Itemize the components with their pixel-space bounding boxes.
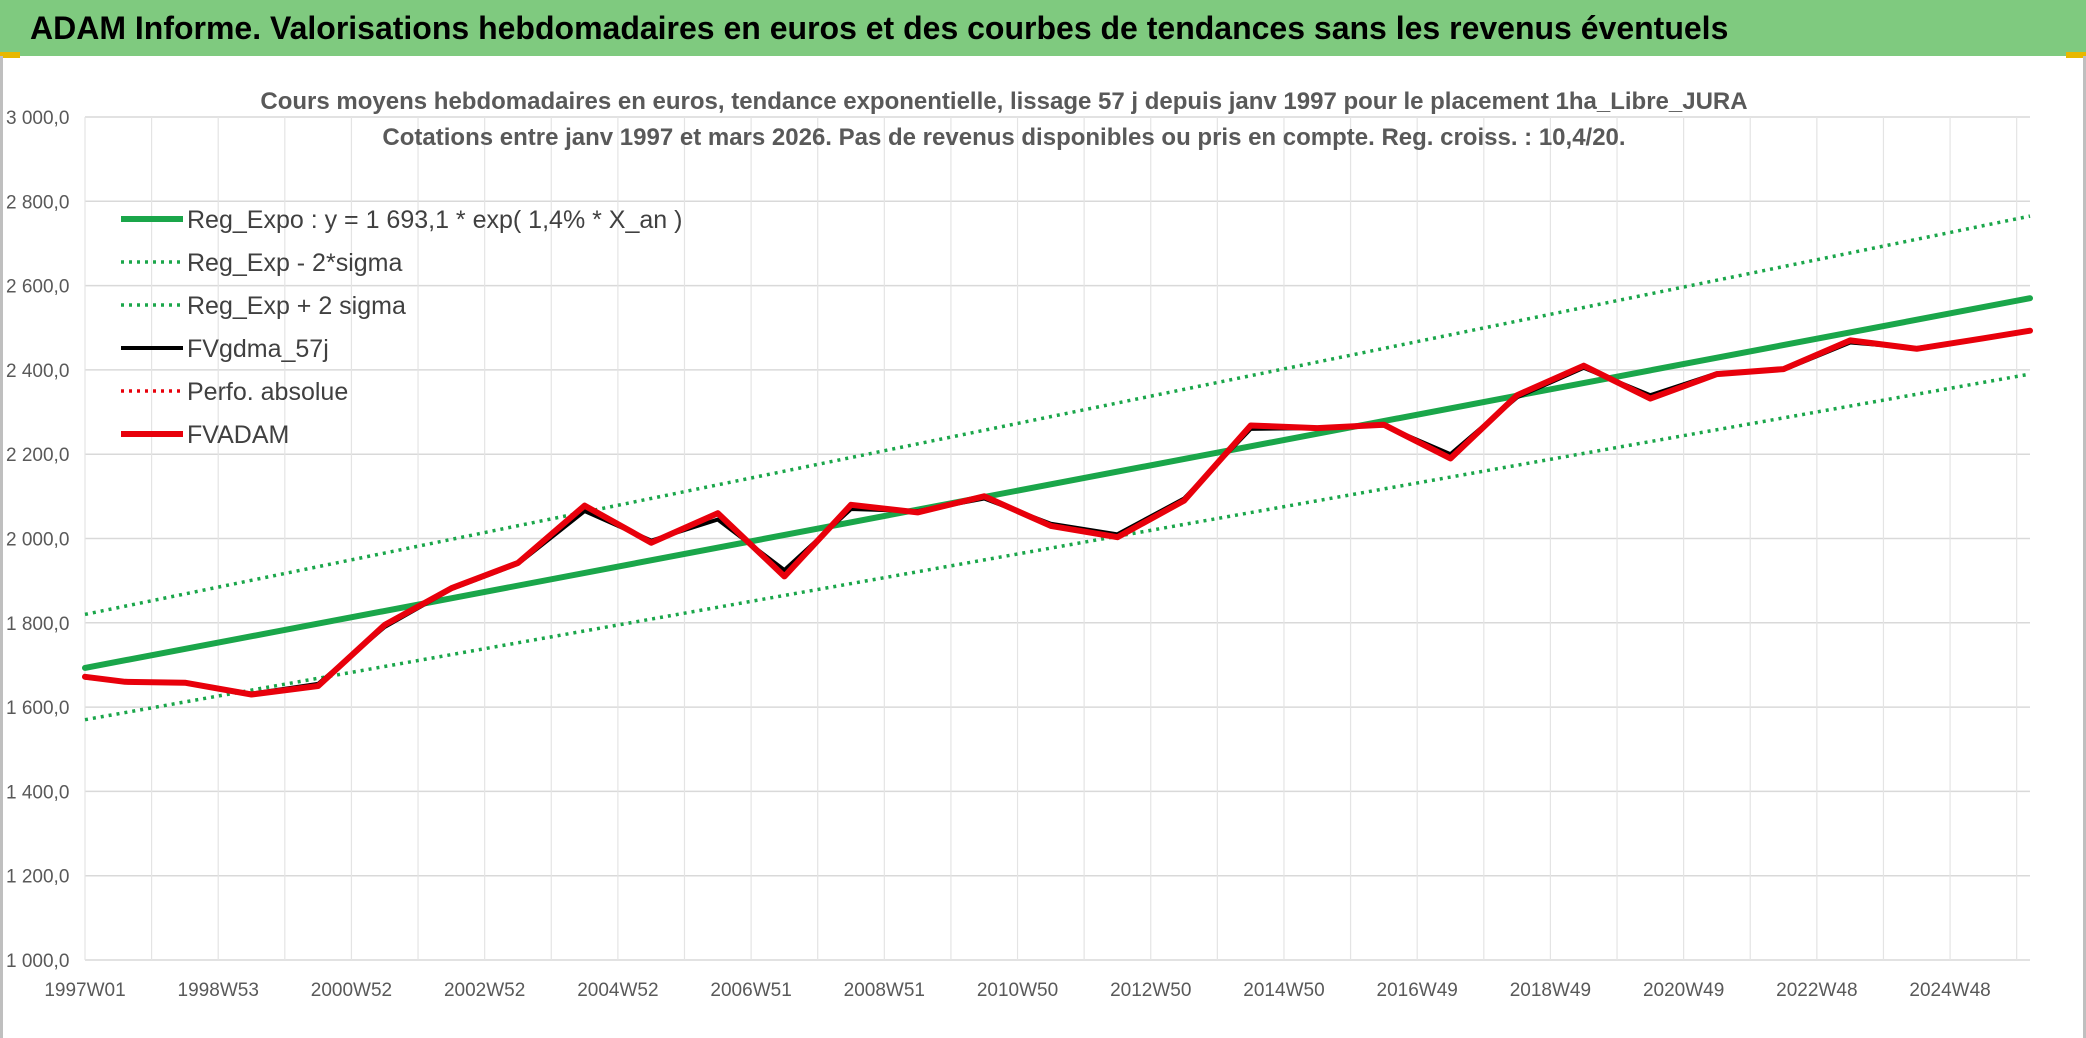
- y-tick-label: 2 600,0: [6, 277, 69, 298]
- y-tick-label: 1 600,0: [6, 698, 69, 719]
- x-tick-label: 2002W52: [444, 980, 525, 1001]
- x-tick-label: 2004W52: [577, 980, 658, 1001]
- report-title: ADAM Informe. Valorisations hebdomadaire…: [30, 9, 1729, 46]
- x-tick-label: 2000W52: [311, 980, 392, 1001]
- x-tick-label: 2014W50: [1243, 980, 1324, 1001]
- x-tick-label: 1998W53: [178, 980, 259, 1001]
- legend-label-1: Reg_Exp - 2*sigma: [187, 249, 402, 277]
- series-line-5: [82, 327, 2033, 698]
- x-tick-label: 2008W51: [844, 980, 925, 1001]
- x-tick-label: 2012W50: [1110, 980, 1191, 1001]
- x-tick-label: 2016W49: [1377, 980, 1458, 1001]
- y-tick-label: 2 400,0: [6, 361, 69, 382]
- chart-svg: 3 000,0 2 800,0 2 600,0 2 400,0 2 200,0 2 000…: [6, 88, 2033, 1001]
- chart-title: Cours moyens hebdomadaires en euros, ten…: [260, 88, 1747, 115]
- series-line-3: [83, 329, 2032, 696]
- x-tick-label: 2022W48: [1776, 980, 1857, 1001]
- header-banner: ADAM Informe. Valorisations hebdomadaire…: [0, 0, 2086, 56]
- x-tick-label: 2024W48: [1909, 980, 1990, 1001]
- y-tick-label: 1 800,0: [6, 614, 69, 635]
- y-tick-label: 1 200,0: [6, 867, 69, 888]
- banner-corner-right: [2066, 52, 2086, 58]
- grid: [84, 116, 2030, 961]
- series-line-2: [84, 214, 2031, 617]
- banner-corner-left: [0, 52, 20, 58]
- y-tick-label: 1 000,0: [6, 951, 69, 972]
- legend-label-4: Perfo. absolue: [187, 378, 348, 406]
- x-tick-label: 2006W51: [710, 980, 791, 1001]
- x-tick-label: 1997W01: [44, 980, 125, 1001]
- series-group: [82, 214, 2033, 722]
- series-line-0: [82, 295, 2033, 671]
- ticks: 3 000,0 2 800,0 2 600,0 2 400,0 2 200,0 2 000…: [6, 108, 1991, 1001]
- legend-label-0: Reg_Expo : y = 1 693,1 * exp( 1,4% * X_a…: [187, 206, 682, 234]
- legend: Reg_Expo : y = 1 693,1 * exp( 1,4% * X_a…: [121, 206, 682, 449]
- y-tick-label: 1 400,0: [6, 782, 69, 803]
- x-tick-label: 2020W49: [1643, 980, 1724, 1001]
- legend-label-5: FVADAM: [187, 421, 289, 449]
- y-tick-label: 2 800,0: [6, 192, 69, 213]
- y-tick-label: 3 000,0: [6, 108, 69, 129]
- x-tick-label: 2010W50: [977, 980, 1058, 1001]
- y-tick-label: 2 200,0: [6, 445, 69, 466]
- legend-label-3: FVgdma_57j: [187, 335, 329, 363]
- series-line-1: [84, 372, 2031, 722]
- y-tick-label: 2 000,0: [6, 530, 69, 551]
- legend-label-2: Reg_Exp + 2 sigma: [187, 292, 406, 320]
- chart-frame: 3 000,0 2 800,0 2 600,0 2 400,0 2 200,0 2 000…: [0, 56, 2086, 1038]
- chart-subtitle: Cotations entre janv 1997 et mars 2026. …: [382, 124, 1625, 151]
- x-tick-label: 2018W49: [1510, 980, 1591, 1001]
